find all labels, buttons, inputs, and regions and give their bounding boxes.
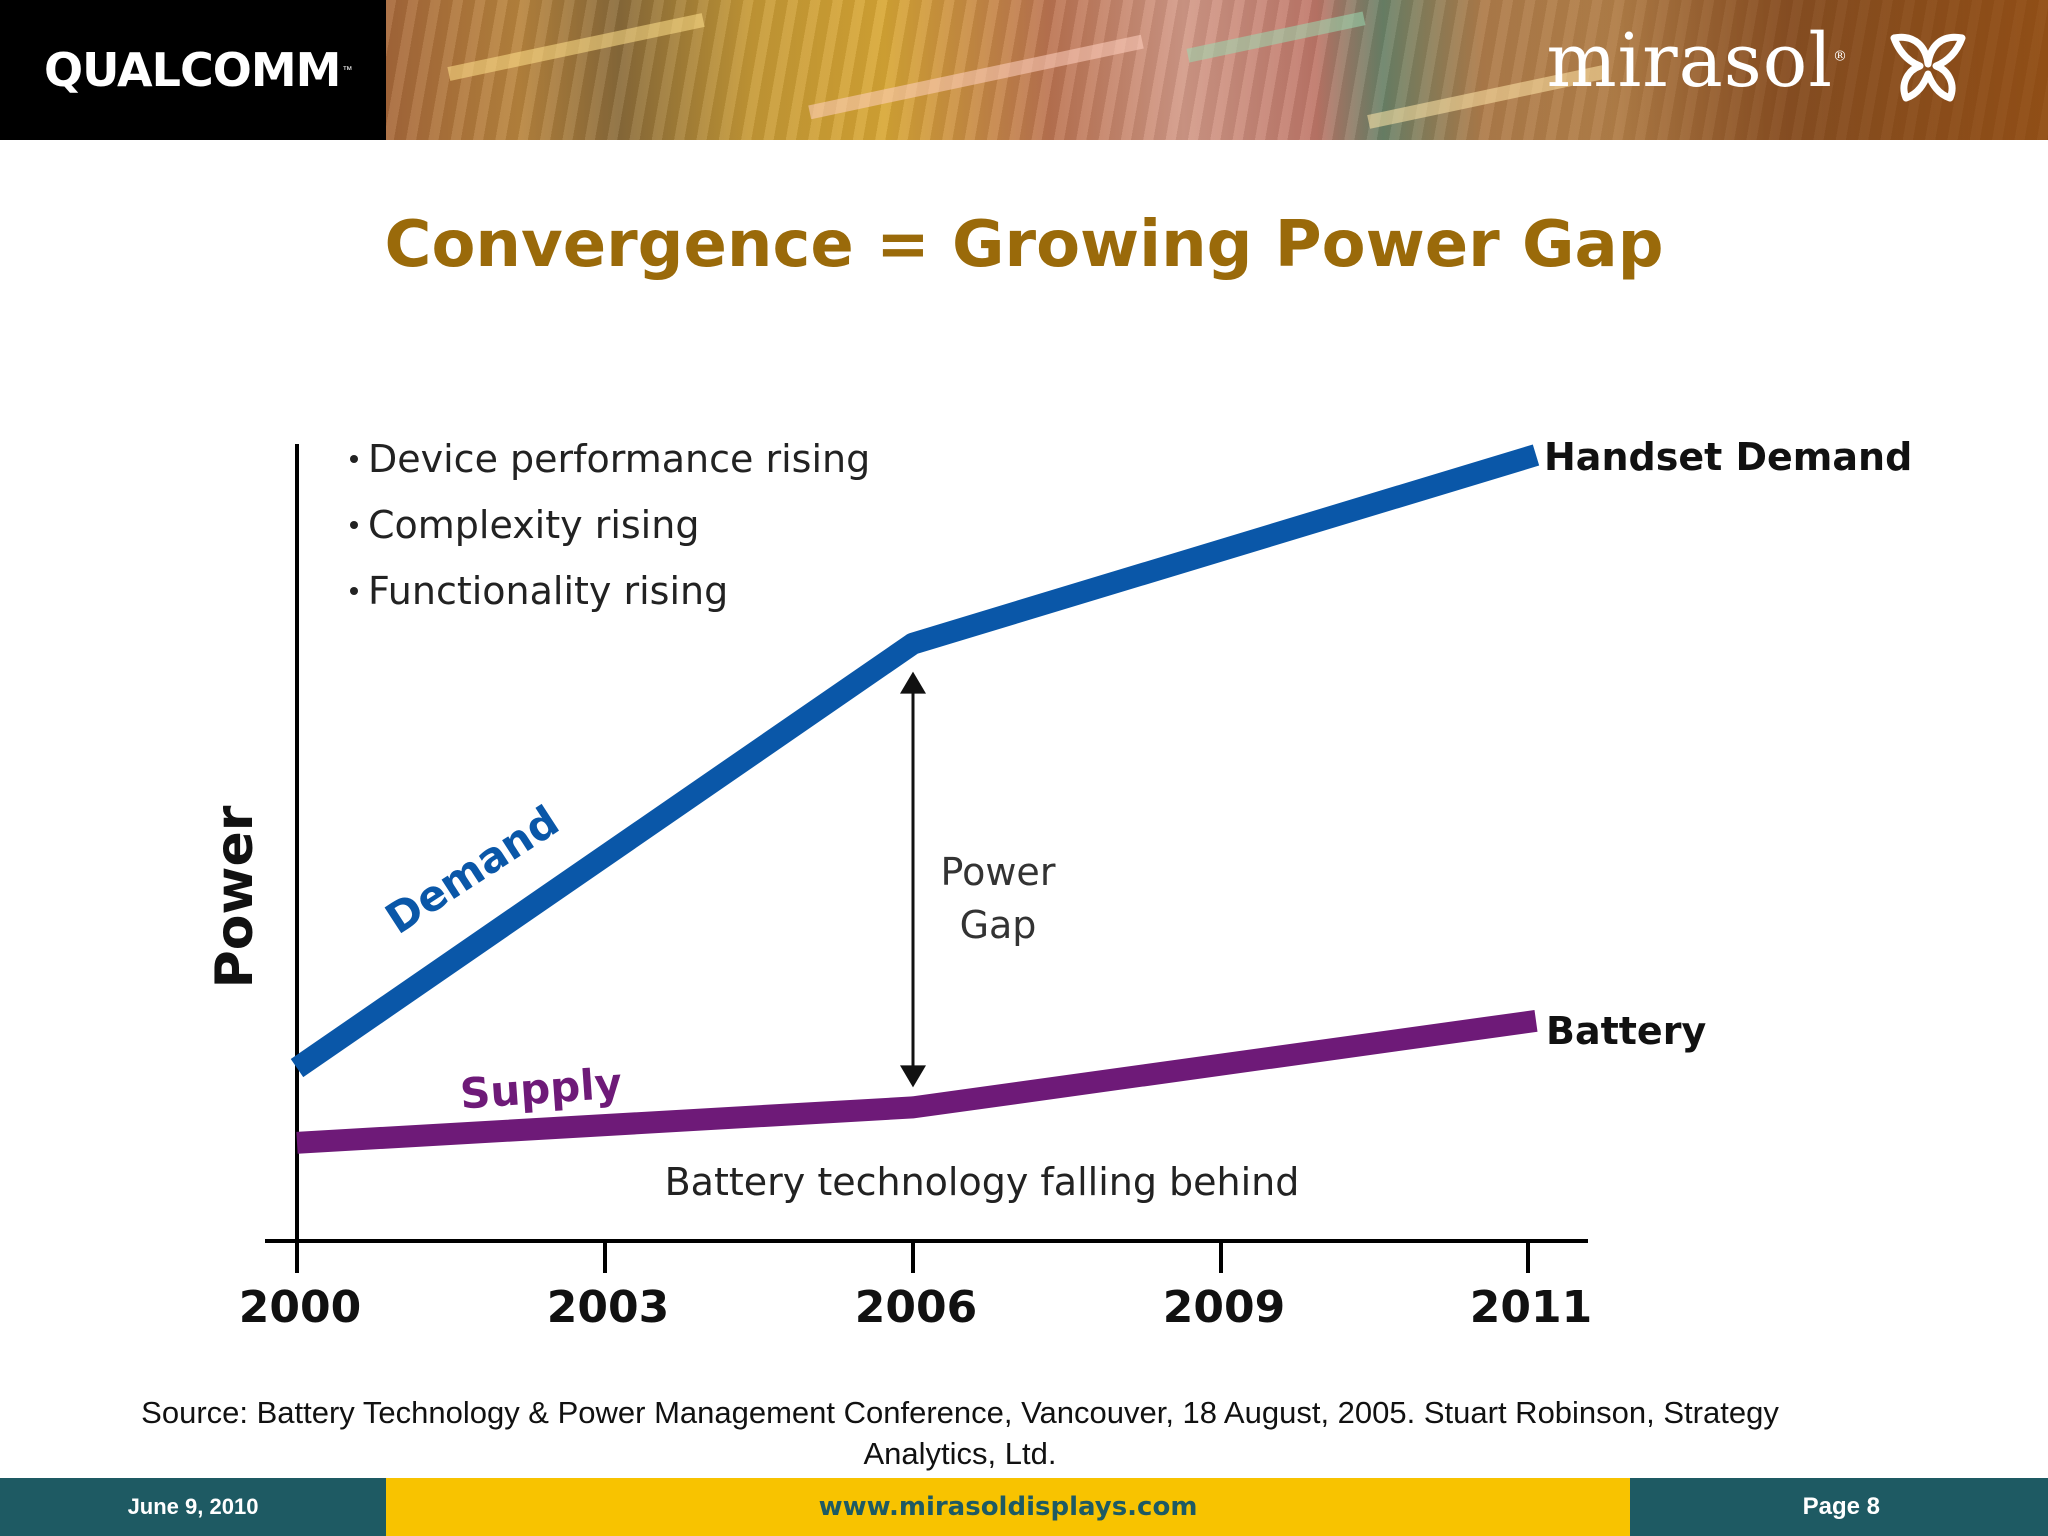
- source-line-2: Analytics, Ltd.: [863, 1436, 1057, 1471]
- mirasol-logo-text: mirasol: [1546, 18, 1833, 104]
- supply-series-line: [296, 1010, 1538, 1154]
- power-gap-label-line1: Power: [941, 850, 1056, 894]
- qualcomm-logo-text: QUALCOMM: [44, 43, 341, 97]
- slide-header: QUALCOMM ™ mirasol®: [0, 0, 2048, 140]
- source-citation: Source: Battery Technology & Power Manag…: [60, 1392, 1860, 1474]
- qualcomm-logo: QUALCOMM ™: [0, 0, 386, 140]
- power-gap-label-line2: Gap: [960, 903, 1037, 947]
- x-tick-label: 2000: [239, 1282, 361, 1333]
- bullet-item: Device performance rising: [368, 437, 870, 481]
- y-axis-label: Power: [205, 805, 265, 988]
- x-tick-label: 2011: [1470, 1282, 1592, 1333]
- footer-date: June 9, 2010: [0, 1478, 386, 1536]
- footer-page-number: Page 8: [1630, 1478, 2048, 1536]
- demand-series-label: Demand: [377, 796, 568, 944]
- chart-caption: Battery technology falling behind: [665, 1160, 1300, 1204]
- bullet-list: Device performance rising Complexity ris…: [350, 437, 870, 613]
- x-tick-label: 2009: [1163, 1282, 1285, 1333]
- slide-footer: June 9, 2010 www.mirasoldisplays.com Pag…: [0, 1478, 2048, 1536]
- bullet-item: Functionality rising: [368, 569, 728, 613]
- mirasol-logo: mirasol®: [1546, 18, 1848, 104]
- supply-series-label: Supply: [458, 1058, 623, 1118]
- slide-title: Convergence = Growing Power Gap: [384, 208, 1664, 282]
- power-gap-arrow: [900, 671, 926, 1088]
- butterfly-logo-icon: [1890, 33, 1966, 102]
- handset-demand-end-label: Handset Demand: [1544, 435, 1912, 479]
- footer-url-link[interactable]: www.mirasoldisplays.com: [386, 1478, 1630, 1536]
- battery-end-label: Battery: [1546, 1009, 1706, 1053]
- demand-series-line: [290, 444, 1540, 1078]
- x-tick-label: 2003: [547, 1282, 669, 1333]
- x-tick-label: 2006: [855, 1282, 977, 1333]
- header-banner-image: [386, 0, 2048, 140]
- source-line-1: Source: Battery Technology & Power Manag…: [141, 1395, 1779, 1430]
- bullet-item: Complexity rising: [368, 503, 699, 547]
